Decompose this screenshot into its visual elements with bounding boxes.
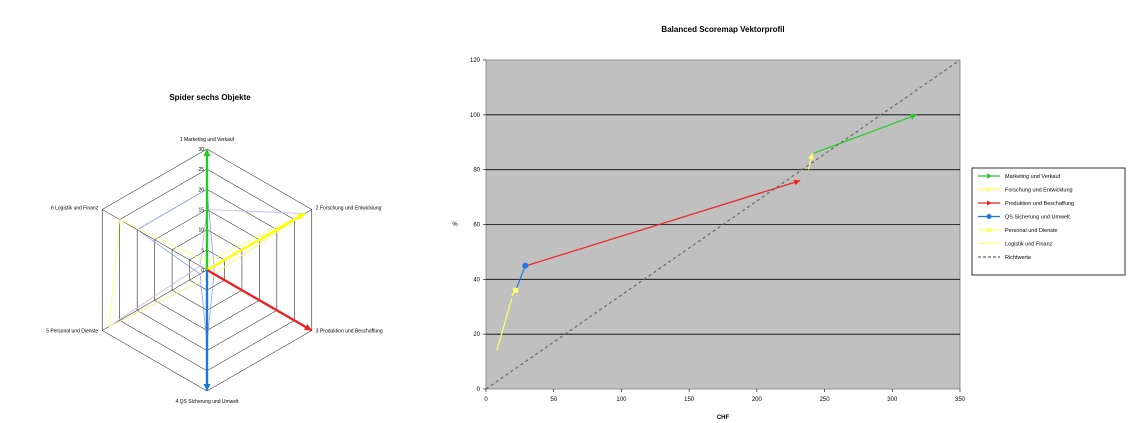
radar-tick-label: 25 xyxy=(198,167,204,173)
x-tick-label: 200 xyxy=(752,397,763,403)
radar-tick-label: 15 xyxy=(198,208,204,214)
radar-spoke xyxy=(102,269,208,331)
series-marker xyxy=(522,262,529,269)
y-tick-label: 40 xyxy=(473,277,480,283)
series-line xyxy=(515,262,529,291)
radar-axis-label: 4 QS Sicherung und Umwelt xyxy=(175,399,239,405)
line-series xyxy=(485,59,961,390)
radar-series-arrowhead xyxy=(203,384,211,391)
radar-tick-label: 0 xyxy=(201,268,204,274)
radar-axis-label: 5 Personal und Dienste xyxy=(46,329,98,335)
series-polyline xyxy=(515,265,526,291)
radar-tick-label: 10 xyxy=(198,228,204,234)
y-tick-label: 80 xyxy=(473,168,480,174)
radar-tick-labels: 0 5 10 15 20 25 30 xyxy=(198,147,204,274)
radar-series xyxy=(203,149,313,391)
legend-marker xyxy=(986,214,992,219)
radar-series-line xyxy=(206,268,313,332)
x-tick-label: 250 xyxy=(820,397,831,403)
x-tick-label: 300 xyxy=(887,397,898,403)
radar-series-line xyxy=(206,212,306,272)
x-axis-label: CHF xyxy=(717,415,730,421)
y-tick-label: 20 xyxy=(473,332,480,338)
legend-item: Forschung und Entwicklung xyxy=(978,187,1073,194)
legend-label: Produktion und Beschaffung xyxy=(1005,201,1074,207)
legend-marker xyxy=(987,200,992,206)
legend-label: Marketing und Verkauf xyxy=(1005,174,1061,180)
legend-items: Marketing und Verkauf Forschung und Entwi… xyxy=(978,173,1074,261)
legend-item: Personal und Dienste xyxy=(978,228,1058,234)
legend-marker xyxy=(987,187,992,192)
radar-series-arrowhead xyxy=(303,323,312,331)
series-polyline xyxy=(526,180,801,267)
series-line xyxy=(807,153,814,170)
legend-label: Logistik und Finanz xyxy=(1005,242,1053,248)
x-tick-label: 50 xyxy=(550,397,557,403)
radar-axis-label: 3 Produktion und Beschaffung xyxy=(316,329,383,335)
legend-label: Forschung und Entwicklung xyxy=(1005,188,1073,194)
series-line xyxy=(511,287,519,297)
radar-axis-label: 1 Marketing und Verkauf xyxy=(180,137,235,143)
legend-item: Logistik und Finanz xyxy=(978,242,1053,248)
y-tick-label: 60 xyxy=(473,223,480,229)
x-tick-labels: 0 50 100 150 200 250 300 350 xyxy=(484,389,966,403)
radar-axis-label: 2 Forschung und Entwicklung xyxy=(316,206,382,212)
radar-tick-label: 5 xyxy=(201,248,204,254)
radar-tick-label: 20 xyxy=(198,187,204,193)
series-line xyxy=(813,114,917,154)
y-axis-label: % xyxy=(452,222,458,228)
legend-label: Richtwerte xyxy=(1005,255,1031,261)
radar-title: Spider sechs Objekte xyxy=(169,93,251,102)
vector-profile-chart: Balanced Scoremap Vektorprofil 0 50 100 150… xyxy=(452,25,1126,421)
radar-axis-labels: 1 Marketing und Verkauf 2 Forschung und E… xyxy=(46,137,383,405)
series-marker xyxy=(513,287,519,293)
legend-marker xyxy=(987,173,992,179)
x-tick-label: 150 xyxy=(684,397,695,403)
x-tick-label: 350 xyxy=(955,397,966,403)
series-polyline xyxy=(485,59,961,390)
series-polyline xyxy=(813,114,917,154)
y-tick-label: 0 xyxy=(477,387,481,393)
radar-series-arrowhead xyxy=(203,149,211,156)
series-line xyxy=(496,298,513,351)
line-chart-title: Balanced Scoremap Vektorprofil xyxy=(661,25,784,34)
radar-chart: Spider sechs Objekte 0 5 10 15 20 25 30 1 Mark… xyxy=(46,93,383,405)
radar-axis-label: 6 Logistik und Finanz xyxy=(51,206,99,212)
series-marker xyxy=(793,179,801,186)
legend-marker xyxy=(987,228,991,232)
x-tick-label: 0 xyxy=(484,397,488,403)
legend-item: Produktion und Beschaffung xyxy=(978,200,1074,207)
radar-tick-label: 30 xyxy=(198,147,204,153)
series-polyline xyxy=(496,298,513,351)
y-tick-label: 100 xyxy=(470,113,481,119)
series-line xyxy=(485,59,961,390)
series-marker xyxy=(909,114,917,120)
legend-item: QS Sicherung und Umwelt xyxy=(978,214,1070,221)
radar-series-arrowhead xyxy=(296,213,305,221)
legend-label: Personal und Dienste xyxy=(1005,228,1058,234)
y-tick-label: 120 xyxy=(470,58,481,64)
x-tick-label: 100 xyxy=(616,397,627,403)
legend-item: Marketing und Verkauf xyxy=(978,173,1061,180)
legend-item: Richtwerte xyxy=(978,255,1031,261)
legend-label: QS Sicherung und Umwelt xyxy=(1005,215,1070,221)
legend-box xyxy=(971,167,1126,276)
series-line xyxy=(526,179,801,267)
series-marker xyxy=(808,153,814,160)
y-tick-labels: 0 20 40 60 80 100 120 xyxy=(470,58,486,393)
legend: Marketing und Verkauf Forschung und Entwi… xyxy=(971,167,1126,276)
